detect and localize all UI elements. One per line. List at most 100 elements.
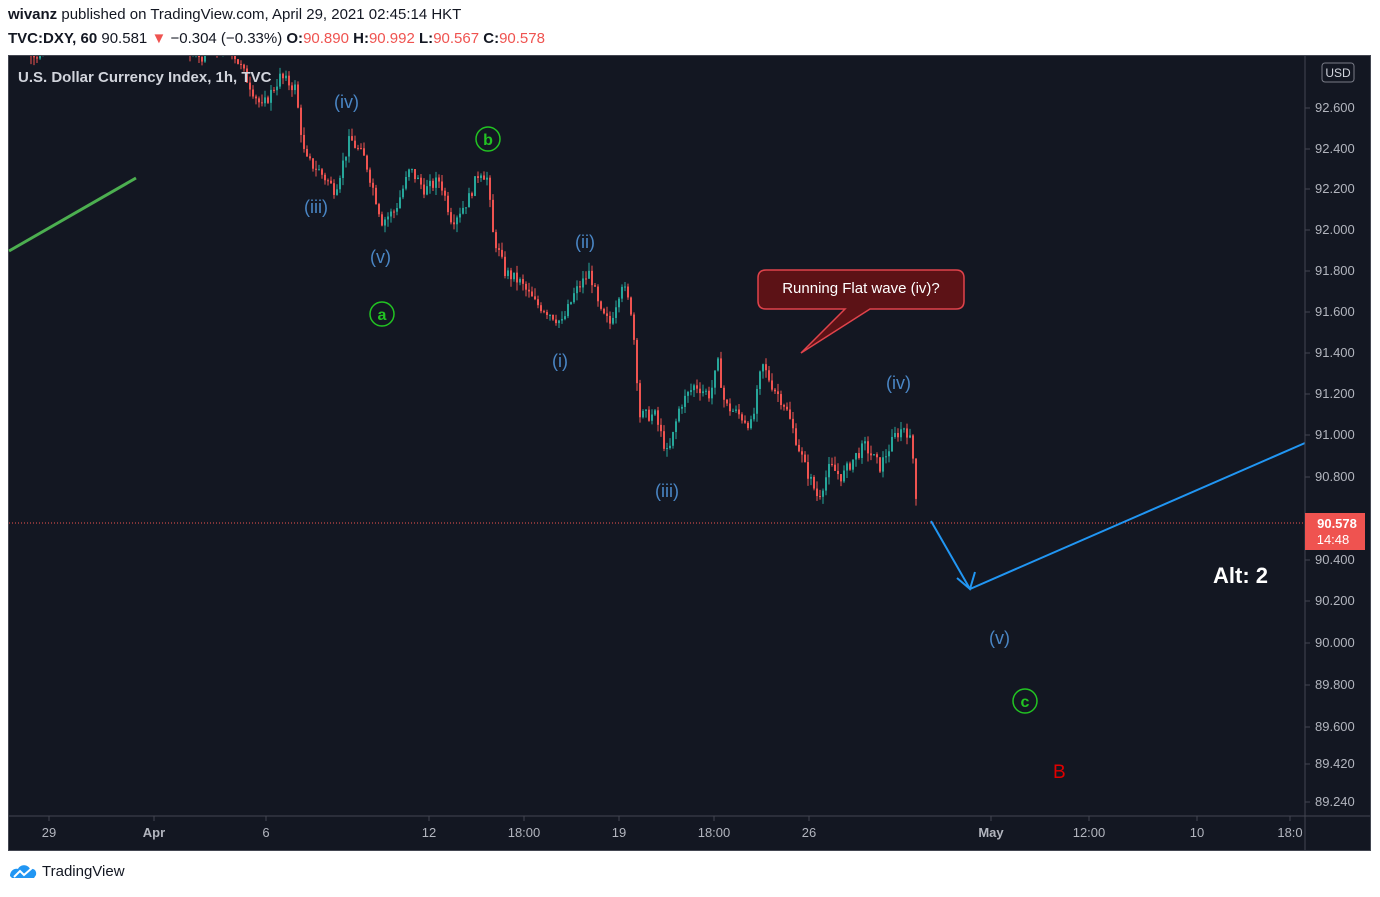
y-tick-label: 92.000 — [1315, 222, 1355, 237]
candle — [657, 406, 659, 432]
candle — [816, 481, 818, 502]
svg-text:a: a — [378, 307, 387, 324]
candle — [99, 33, 101, 51]
candle — [423, 178, 425, 199]
candle — [108, 44, 110, 53]
time-axis[interactable]: 29 Apr 6 12 18:00 19 18:00 26 May 12:00 10 18:0 — [42, 816, 1303, 840]
y-tick-label: 91.800 — [1315, 263, 1355, 278]
candle — [39, 56, 41, 60]
candle — [213, 42, 215, 53]
wave-label-v-2: (v) — [989, 628, 1010, 648]
x-tick-label: Apr — [143, 825, 165, 840]
candle — [69, 22, 71, 38]
currency-badge[interactable] — [1321, 62, 1355, 83]
candle — [468, 187, 470, 208]
candle — [219, 46, 221, 55]
candle — [606, 306, 608, 323]
candle — [465, 207, 467, 215]
candle — [855, 452, 857, 467]
candle — [267, 95, 269, 104]
candle — [477, 171, 479, 183]
candle — [15, 34, 17, 50]
candle — [96, 34, 98, 49]
candle — [291, 82, 293, 97]
candle — [486, 171, 488, 186]
x-tick-label: May — [978, 825, 1004, 840]
candle — [384, 216, 386, 233]
candle — [393, 209, 395, 219]
candle — [87, 21, 89, 35]
candle — [819, 489, 821, 500]
candle — [897, 428, 899, 442]
candle — [390, 208, 392, 223]
candle — [324, 172, 326, 185]
candle — [402, 185, 404, 200]
candle — [771, 373, 773, 392]
footer-brand[interactable]: TradingView — [8, 862, 125, 880]
candle — [432, 178, 434, 192]
candle — [42, 56, 44, 57]
candle — [717, 356, 719, 372]
open-label: O: — [286, 30, 304, 47]
candle — [666, 442, 668, 457]
wave-label-iv-1: (iv) — [334, 92, 359, 112]
candle — [792, 412, 794, 434]
price-axis[interactable]: 92.600 92.400 92.200 92.000 91.800 91.600 91.4… — [1305, 100, 1355, 809]
candle — [270, 85, 272, 111]
candle — [216, 56, 218, 58]
candle — [495, 229, 497, 253]
candle — [882, 451, 884, 478]
candle — [741, 412, 743, 424]
x-tick-label: 12:00 — [1073, 825, 1106, 840]
trend-line[interactable] — [8, 176, 137, 253]
candle — [105, 36, 107, 50]
candle — [66, 29, 68, 42]
close-label: C: — [483, 30, 500, 47]
x-tick-label: 26 — [802, 825, 816, 840]
candle — [915, 458, 917, 506]
wave-label-ii: (ii) — [575, 232, 595, 252]
candle — [789, 401, 791, 420]
candle — [708, 386, 710, 402]
candle — [426, 179, 428, 196]
publish-text: published on TradingView.com, April 29, … — [61, 6, 462, 23]
candle — [138, 42, 140, 44]
candle — [498, 243, 500, 257]
candle — [177, 39, 179, 56]
candle — [222, 56, 224, 57]
candle — [528, 282, 530, 298]
candle — [822, 488, 824, 504]
candle — [366, 154, 368, 173]
low-label: L: — [419, 30, 434, 47]
candle — [123, 39, 125, 52]
wave-label-iv-2: (iv) — [886, 373, 911, 393]
candle — [654, 408, 656, 417]
author-name[interactable]: wivanz — [8, 6, 58, 23]
candle — [78, 21, 80, 33]
candle — [144, 33, 146, 46]
candle — [747, 421, 749, 431]
candle — [192, 56, 194, 57]
candle — [429, 174, 431, 194]
candle — [135, 38, 137, 49]
candle — [558, 319, 560, 329]
chart-frame[interactable] — [8, 55, 1371, 851]
callout-running-flat[interactable]: Running Flat wave (iv)? — [757, 269, 965, 354]
candle — [537, 295, 539, 309]
candle — [876, 452, 878, 464]
candle — [903, 427, 905, 433]
candle — [660, 418, 662, 437]
candle — [738, 403, 740, 419]
candle — [276, 79, 278, 96]
candle — [561, 311, 563, 324]
candle — [507, 267, 509, 280]
candle — [72, 21, 74, 34]
candle — [120, 38, 122, 43]
candle — [297, 81, 299, 109]
candle — [318, 164, 320, 171]
candle — [678, 406, 680, 423]
y-tick-label: 92.600 — [1315, 100, 1355, 115]
candle — [720, 351, 722, 388]
candle — [264, 90, 266, 107]
